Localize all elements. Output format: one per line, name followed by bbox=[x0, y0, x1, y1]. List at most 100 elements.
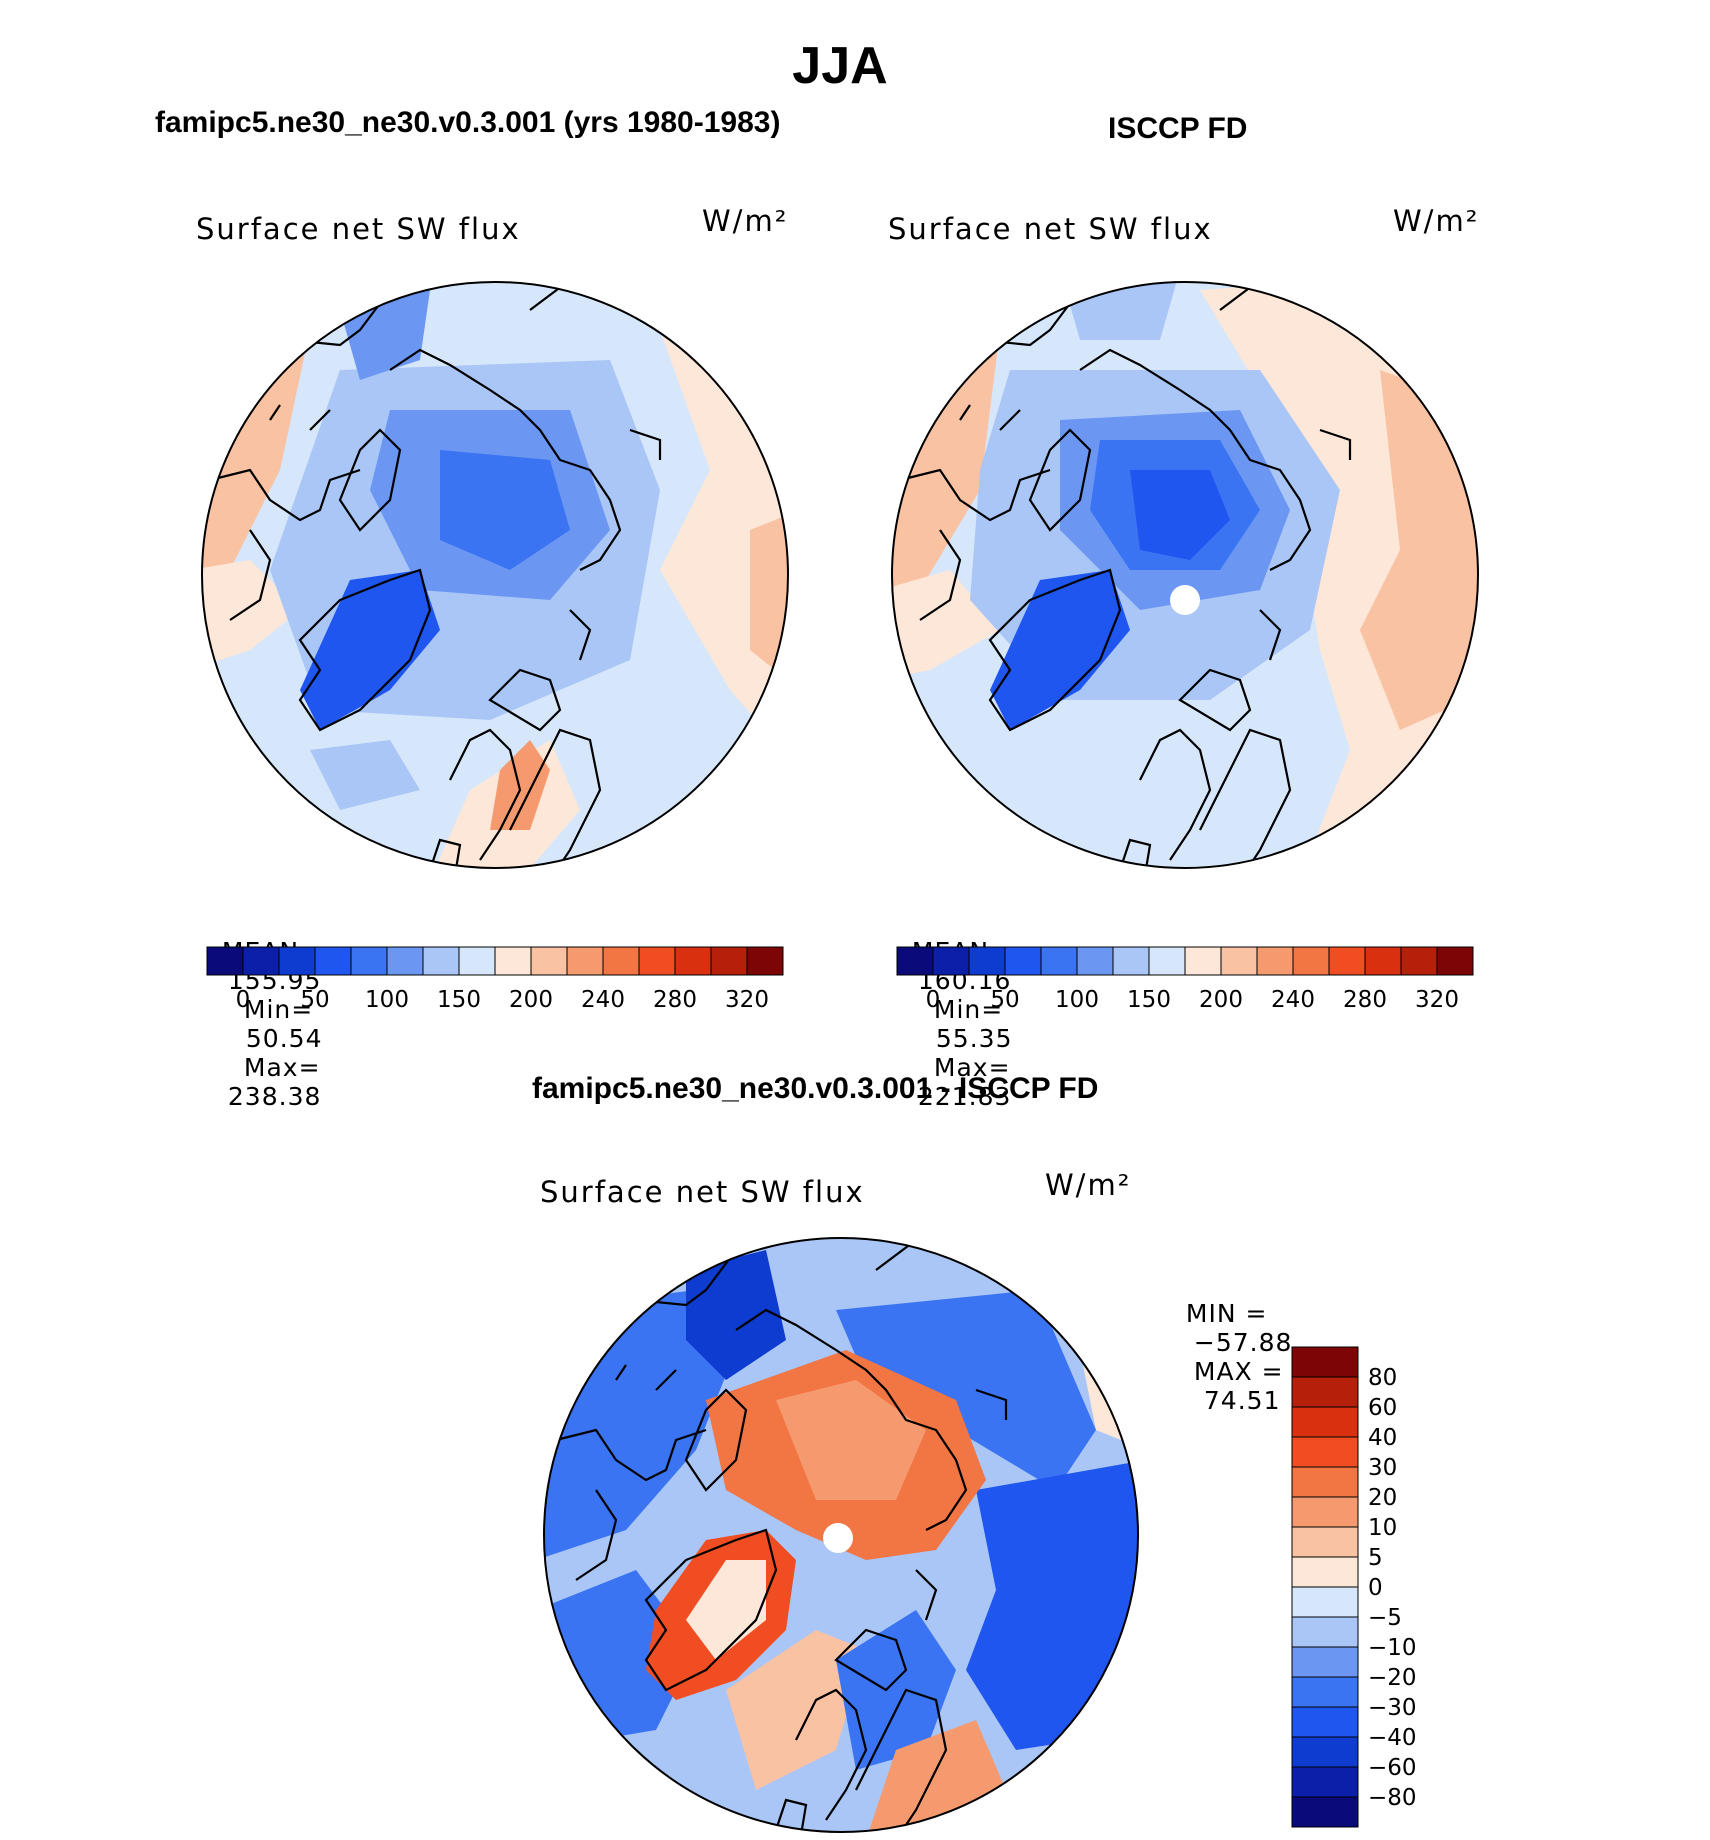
blue-region-northwest bbox=[1060, 282, 1180, 340]
colorbar-label: 0 bbox=[1368, 1575, 1383, 1601]
colorbar-label: 30 bbox=[1368, 1455, 1397, 1481]
colorbar-swatch bbox=[350, 946, 388, 976]
figure-title: JJA bbox=[792, 37, 888, 95]
colorbar-swatch bbox=[1291, 1796, 1359, 1828]
colorbar-swatch bbox=[1076, 946, 1114, 976]
colorbar-swatch bbox=[1184, 946, 1222, 976]
colorbar-swatch bbox=[1291, 1346, 1359, 1378]
blue-region-pole bbox=[1130, 470, 1230, 560]
blue-region-greenland bbox=[990, 570, 1130, 730]
min-label: Min= bbox=[933, 995, 1004, 1024]
colorbar-swatch bbox=[494, 946, 532, 976]
colorbar-label: 0 bbox=[236, 987, 251, 1013]
colorbar-swatch bbox=[206, 946, 244, 976]
colorbar-label: 5 bbox=[1368, 1545, 1383, 1571]
colorbar-swatch bbox=[638, 946, 676, 976]
warm-region-south bbox=[726, 1630, 866, 1790]
min-value: −57.88 bbox=[1193, 1328, 1293, 1357]
panel-3-units: W/m² bbox=[1045, 1168, 1132, 1202]
colorbar-label: 200 bbox=[509, 987, 553, 1013]
warm-region-west-light bbox=[202, 560, 300, 670]
colorbar-swatch bbox=[1291, 1616, 1359, 1648]
panel-3-map bbox=[543, 1237, 1139, 1833]
blue-region-south bbox=[310, 740, 420, 810]
panel-3-variable: Surface net SW flux bbox=[540, 1175, 865, 1209]
colorbar-label: −5 bbox=[1368, 1605, 1402, 1631]
colorbar-swatch bbox=[278, 946, 316, 976]
max-label: Max= bbox=[243, 1053, 321, 1082]
colorbar-swatch bbox=[1291, 1526, 1359, 1558]
panel-2-heading: ISCCP FD bbox=[1108, 112, 1248, 145]
max-value: 74.51 bbox=[1203, 1386, 1281, 1415]
colorbar-label: −30 bbox=[1368, 1695, 1417, 1721]
colorbar-swatch bbox=[1291, 1436, 1359, 1468]
colorbar-swatch bbox=[1220, 946, 1258, 976]
colorbar-label: 240 bbox=[1271, 987, 1315, 1013]
colorbar-swatch bbox=[1291, 1466, 1359, 1498]
colorbar-label: 40 bbox=[1368, 1425, 1397, 1451]
max-label: MAX = bbox=[1193, 1357, 1284, 1386]
colorbar-label: −60 bbox=[1368, 1755, 1417, 1781]
colorbar-swatch bbox=[1148, 946, 1186, 976]
missing-data-pole bbox=[823, 1523, 853, 1553]
colorbar-swatch bbox=[1291, 1586, 1359, 1618]
panel-2-map bbox=[891, 281, 1479, 869]
panel-1-heading: famipc5.ne30_ne30.v0.3.001 (yrs 1980-198… bbox=[155, 106, 781, 139]
colorbar-swatch bbox=[1291, 1646, 1359, 1678]
colorbar-label: 0 bbox=[926, 987, 941, 1013]
colorbar-swatch bbox=[968, 946, 1006, 976]
warm-region-west-light bbox=[892, 570, 1000, 680]
colorbar-swatch bbox=[1112, 946, 1150, 976]
colorbar-label: 280 bbox=[653, 987, 697, 1013]
colorbar-swatch bbox=[1291, 1676, 1359, 1708]
colorbar-label: 50 bbox=[990, 987, 1019, 1013]
map-boundary bbox=[543, 1237, 1139, 1833]
colorbar-label: −20 bbox=[1368, 1665, 1417, 1691]
colorbar-label: 150 bbox=[437, 987, 481, 1013]
colorbar-label: 20 bbox=[1368, 1485, 1397, 1511]
colorbar-swatch bbox=[1291, 1736, 1359, 1768]
colorbar-swatch bbox=[1040, 946, 1078, 976]
warm-region-greenland-inner bbox=[686, 1560, 766, 1660]
colorbar-label: 80 bbox=[1368, 1365, 1397, 1391]
colorbar-label: 320 bbox=[1415, 987, 1459, 1013]
panel-2-colorbar: 0 50 100 150 200 240 280 320 bbox=[896, 946, 1474, 1013]
colorbar-label: 150 bbox=[1127, 987, 1171, 1013]
colorbar-swatch bbox=[1400, 946, 1438, 976]
coastlines bbox=[555, 1238, 1137, 1832]
colorbar-swatch bbox=[1328, 946, 1366, 976]
panel-1-map bbox=[201, 281, 789, 869]
colorbar-label: 240 bbox=[581, 987, 625, 1013]
panel-3-heading: famipc5.ne30_ne30.v0.3.001 - ISCCP FD bbox=[532, 1072, 1099, 1105]
colorbar-swatch bbox=[1364, 946, 1402, 976]
colorbar-label: 60 bbox=[1368, 1395, 1397, 1421]
colorbar-label: 50 bbox=[300, 987, 329, 1013]
colorbar-label: 320 bbox=[725, 987, 769, 1013]
colorbar-label: −10 bbox=[1368, 1635, 1417, 1661]
panel-1-colorbar: 0 50 100 150 200 240 280 320 bbox=[206, 946, 784, 1013]
warm-region-northwest bbox=[596, 1238, 696, 1290]
coastlines bbox=[209, 282, 788, 868]
panel-3-colorbar: 80 60 40 30 20 10 5 0 −5 −10 −20 −30 −40 −60 −80 bbox=[1291, 1346, 1417, 1828]
colorbar-label: 100 bbox=[1055, 987, 1099, 1013]
colorbar-swatch bbox=[422, 946, 460, 976]
cool-region-east bbox=[836, 1290, 1096, 1490]
colorbar-swatch bbox=[314, 946, 352, 976]
min-label: Min= bbox=[243, 995, 314, 1024]
min-value: 55.35 bbox=[935, 1024, 1013, 1053]
cool-region-eurasia bbox=[966, 1460, 1138, 1750]
min-label: MIN = bbox=[1185, 1299, 1268, 1328]
panel-3-stats: MIN = −57.88 MAX = 74.51 bbox=[1168, 1270, 1292, 1415]
colorbar-swatch bbox=[530, 946, 568, 976]
colorbar-swatch bbox=[1291, 1496, 1359, 1528]
missing-data-pole bbox=[1170, 585, 1200, 615]
colorbar-swatch bbox=[1291, 1706, 1359, 1738]
panel-1-variable: Surface net SW flux bbox=[196, 212, 521, 246]
colorbar-label: 100 bbox=[365, 987, 409, 1013]
colorbar-swatch bbox=[242, 946, 280, 976]
max-value: 221.83 bbox=[917, 1082, 1012, 1111]
blue-region-greenland bbox=[300, 570, 440, 730]
colorbar-swatch bbox=[458, 946, 496, 976]
colorbar-label: 10 bbox=[1368, 1515, 1397, 1541]
colorbar-swatch bbox=[1256, 946, 1294, 976]
